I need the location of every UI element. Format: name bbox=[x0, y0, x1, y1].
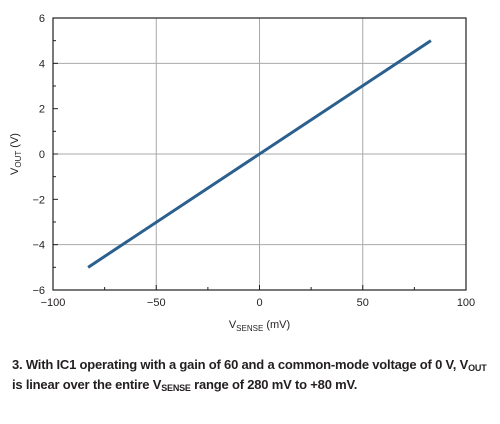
y-tick-label: 0 bbox=[39, 149, 45, 161]
y-axis-label: VOUT (V) bbox=[9, 133, 23, 175]
x-tick-label: 100 bbox=[457, 297, 475, 309]
y-tick-label: −2 bbox=[32, 194, 45, 206]
y-tick-label: 2 bbox=[39, 104, 45, 116]
data-series bbox=[87, 39, 432, 269]
y-tick-label: −4 bbox=[32, 240, 45, 252]
series-line bbox=[87, 39, 432, 269]
x-axis-label: VSENSE (mV) bbox=[229, 319, 290, 333]
y-tick-label: −6 bbox=[32, 285, 45, 297]
y-tick-label: 4 bbox=[39, 58, 45, 70]
y-tick-label: 6 bbox=[39, 13, 45, 25]
chart: −100 −50 0 50 100 −6 −4 −2 0 2 4 6 VSENSE (mV) VOUT… bbox=[9, 13, 475, 333]
x-tick-label: 0 bbox=[256, 297, 262, 309]
x-tick-label: 50 bbox=[357, 297, 369, 309]
figure-caption: 3. With IC1 operating with a gain of 60 … bbox=[12, 357, 487, 393]
axis-ticks: −100 −50 0 50 100 −6 −4 −2 0 2 4 6 bbox=[32, 13, 475, 309]
x-tick-label: −100 bbox=[41, 297, 66, 309]
x-tick-label: −50 bbox=[147, 297, 166, 309]
